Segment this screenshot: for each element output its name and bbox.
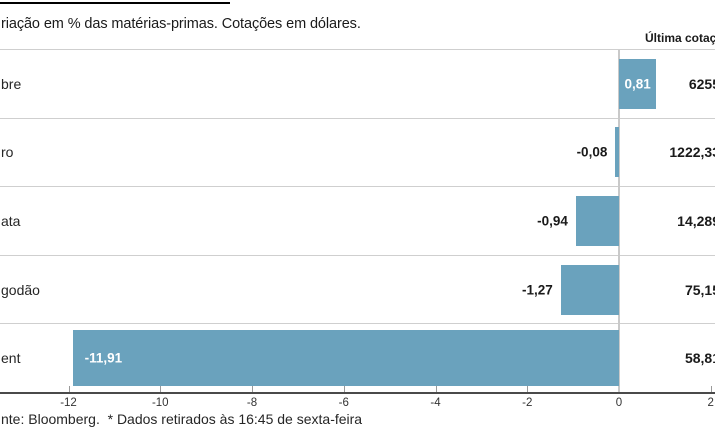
chart-row: ro -0,08 1222,33 (0, 119, 715, 188)
bar (72, 330, 619, 387)
row-label: ent (1, 350, 21, 367)
x-axis-tick (435, 386, 437, 392)
x-tick-label: -2 (522, 397, 533, 409)
x-axis-tick (527, 386, 529, 392)
chart-row: ata -0,94 14,289 (0, 187, 715, 256)
header-divider (0, 49, 715, 50)
x-tick-label: -12 (60, 397, 77, 409)
x-tick-label: -10 (151, 397, 169, 409)
x-tick-label: -4 (430, 397, 441, 409)
variation-label: 0,81 (624, 76, 651, 92)
x-axis-tick (68, 386, 70, 392)
last-quote-value: 75,15 (684, 281, 715, 298)
x-axis-tick (160, 386, 162, 392)
bar (575, 195, 619, 246)
chart-title: riação em % das matérias-primas. Cotaçõe… (1, 16, 361, 32)
x-axis-tick (343, 386, 345, 392)
variation-label: -1,27 (521, 282, 553, 298)
x-tick-label: -6 (338, 397, 349, 409)
variation-label: -0,08 (576, 144, 608, 160)
row-label: ro (1, 144, 14, 161)
chart-rows: bre 0,81 6255 ro -0,08 1222,33 ata -0,94… (0, 50, 715, 392)
variation-label: -0,94 (537, 213, 568, 229)
top-rule (0, 2, 230, 4)
row-label: godão (1, 281, 40, 298)
bar (615, 127, 619, 178)
last-quote-column-header: Última cotaç (645, 31, 715, 45)
source-note: nte: Bloomberg. * Dados retirados às 16:… (1, 411, 363, 427)
row-label: bre (1, 75, 22, 92)
chart-row: ent -11,91 58,81 (0, 324, 715, 392)
x-axis-line (0, 392, 715, 394)
last-quote-value: 1222,33 (669, 144, 715, 161)
bar (619, 58, 657, 109)
x-axis-tick (252, 386, 253, 392)
x-tick-label: 2 (707, 397, 714, 409)
last-quote-value: 14,289 (677, 212, 715, 229)
x-tick-label: -8 (246, 397, 258, 409)
last-quote-value: 6255 (688, 75, 715, 92)
chart-row: bre 0,81 6255 (0, 50, 715, 119)
row-label: ata (1, 212, 21, 229)
last-quote-value: 58,81 (684, 350, 715, 367)
x-axis-tick (710, 386, 712, 392)
zero-baseline (618, 50, 620, 392)
variation-label: -11,91 (84, 350, 123, 366)
bar (560, 264, 619, 315)
x-tick-label: 0 (615, 397, 623, 409)
chart-row: godão -1,27 75,15 (0, 256, 715, 325)
